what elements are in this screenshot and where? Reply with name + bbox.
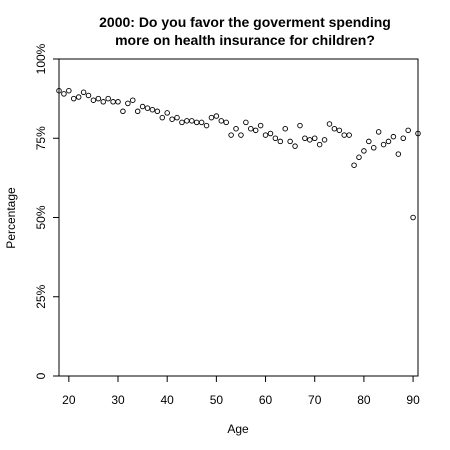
x-tick-label: 30 <box>111 393 125 407</box>
x-tick-label: 50 <box>210 393 224 407</box>
data-point <box>267 130 274 137</box>
data-point <box>71 95 77 102</box>
data-point <box>203 122 210 129</box>
data-point <box>110 99 116 105</box>
data-point <box>164 110 170 116</box>
data-point <box>316 141 323 148</box>
data-point <box>120 108 126 115</box>
data-point <box>277 138 284 145</box>
data-point <box>326 121 333 127</box>
data-point <box>233 125 239 132</box>
data-point <box>144 105 151 111</box>
data-point <box>134 108 141 115</box>
data-point <box>198 119 205 126</box>
data-point <box>90 97 97 103</box>
x-tick-label: 60 <box>259 393 273 407</box>
data-point <box>361 148 367 154</box>
data-point <box>66 87 72 94</box>
data-point <box>238 132 244 138</box>
data-point <box>61 91 67 97</box>
chart-title-line-1: 2000: Do you favor the goverment spendin… <box>99 14 391 30</box>
data-point <box>262 132 269 138</box>
y-axis-label: Percentage <box>4 187 18 249</box>
data-point <box>282 125 288 132</box>
data-point <box>375 129 382 135</box>
data-point <box>297 122 303 129</box>
data-point <box>159 114 166 121</box>
data-point <box>75 94 82 100</box>
data-point <box>218 118 225 124</box>
data-point <box>331 125 338 132</box>
data-point <box>248 125 254 132</box>
data-point <box>272 135 279 141</box>
data-point <box>336 127 343 134</box>
data-point <box>346 132 352 138</box>
data-point <box>105 95 111 102</box>
data-point <box>341 132 347 138</box>
data-point <box>130 97 136 103</box>
data-point <box>366 138 372 145</box>
data-point <box>311 135 318 141</box>
x-tick-label: 20 <box>62 393 76 407</box>
data-point <box>184 118 190 124</box>
data-point <box>410 214 416 221</box>
data-point <box>252 127 259 134</box>
data-point <box>169 116 175 122</box>
data-point <box>380 141 387 148</box>
y-tick-label: 25% <box>34 284 48 308</box>
data-point <box>174 114 180 121</box>
data-point <box>80 89 87 96</box>
data-point <box>85 92 92 99</box>
x-tick-label: 90 <box>406 393 420 407</box>
data-point <box>321 137 328 143</box>
data-point <box>302 135 308 141</box>
data-point <box>415 130 421 137</box>
data-point <box>56 87 62 94</box>
data-point <box>400 135 406 141</box>
data-point <box>223 119 229 126</box>
y-tick-label: 100% <box>34 43 48 74</box>
data-point <box>95 95 102 102</box>
data-point <box>287 138 293 145</box>
data-point <box>356 154 362 161</box>
data-point <box>213 113 220 119</box>
x-tick-label: 70 <box>308 393 322 407</box>
data-point <box>154 108 161 115</box>
data-point <box>292 143 298 149</box>
plot-frame <box>58 58 419 377</box>
data-point <box>208 114 215 121</box>
x-axis-label: Age <box>227 422 249 436</box>
data-point <box>307 137 313 143</box>
data-point <box>115 99 121 105</box>
y-tick-label: 75% <box>34 126 48 150</box>
data-point <box>351 162 357 168</box>
data-point <box>149 106 156 113</box>
x-axis: 20 30 40 50 60 70 80 90 <box>62 376 420 407</box>
data-point <box>139 103 146 110</box>
y-tick-label: 0 <box>34 372 48 379</box>
y-axis: 0 25% 50% 75% 100% <box>34 43 59 379</box>
data-point <box>390 133 397 140</box>
x-tick-label: 40 <box>161 393 175 407</box>
y-tick-label: 50% <box>34 205 48 229</box>
data-point <box>179 119 185 126</box>
data-point <box>395 151 402 157</box>
data-point <box>370 145 377 151</box>
data-point <box>125 100 131 107</box>
data-point <box>257 122 264 129</box>
data-point <box>243 119 249 126</box>
chart-title-line-2: more on health insurance for children? <box>115 32 375 48</box>
data-point <box>193 119 200 126</box>
data-point <box>100 99 107 105</box>
data-point <box>228 132 234 138</box>
data-point <box>405 127 411 134</box>
data-point <box>189 118 195 124</box>
x-tick-label: 80 <box>357 393 371 407</box>
data-points <box>56 87 421 221</box>
data-point <box>385 138 392 145</box>
